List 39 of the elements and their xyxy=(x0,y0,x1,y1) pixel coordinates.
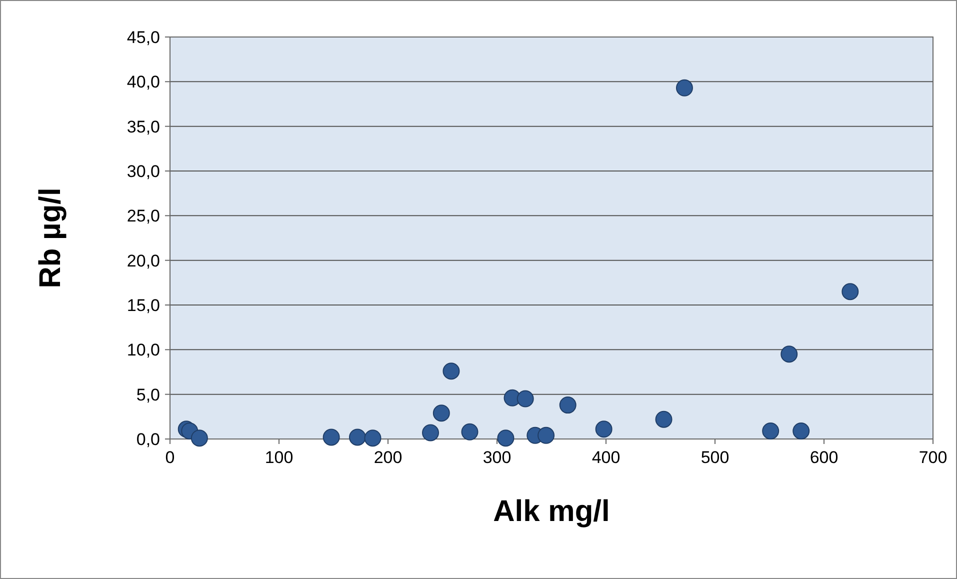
point xyxy=(655,410,672,428)
y-tick-label: 5,0 xyxy=(136,385,160,404)
x-tick-label: 300 xyxy=(482,448,512,467)
point xyxy=(676,79,693,96)
x-tick-label: 700 xyxy=(918,448,948,467)
y-tick-label: 40,0 xyxy=(126,72,160,92)
point xyxy=(842,283,859,300)
point xyxy=(364,430,382,447)
point xyxy=(432,404,450,422)
point xyxy=(322,428,340,446)
point xyxy=(559,396,576,414)
x-tick-label: 600 xyxy=(810,448,838,467)
x-tick-label: 100 xyxy=(264,448,294,467)
y-axis-title: Rb µg/l xyxy=(34,188,67,288)
x-axis-title: Alk mg/l xyxy=(493,495,610,528)
point xyxy=(595,420,612,438)
point xyxy=(538,426,555,444)
x-tick-label: 400 xyxy=(592,448,620,467)
point xyxy=(516,390,534,408)
point xyxy=(792,422,810,440)
y-tick-label: 35,0 xyxy=(126,117,160,136)
point xyxy=(442,362,460,380)
y-tick-label: 20,0 xyxy=(126,251,160,270)
point xyxy=(497,430,514,447)
x-tick-label: 200 xyxy=(374,448,402,467)
y-tick-label: 25,0 xyxy=(126,206,160,226)
x-tick-label: 0 xyxy=(165,448,175,467)
point xyxy=(461,423,478,440)
y-tick-label: 0,0 xyxy=(136,430,160,449)
y-tick-label: 30,0 xyxy=(126,162,160,181)
y-tick-label: 15,0 xyxy=(126,296,160,315)
point xyxy=(780,346,798,363)
x-tick-label: 500 xyxy=(700,448,730,467)
point xyxy=(190,430,208,447)
y-tick-label: 45,0 xyxy=(126,28,160,47)
point xyxy=(422,424,440,442)
point xyxy=(348,428,366,446)
point xyxy=(762,422,780,440)
y-tick-label: 10,0 xyxy=(126,340,160,360)
